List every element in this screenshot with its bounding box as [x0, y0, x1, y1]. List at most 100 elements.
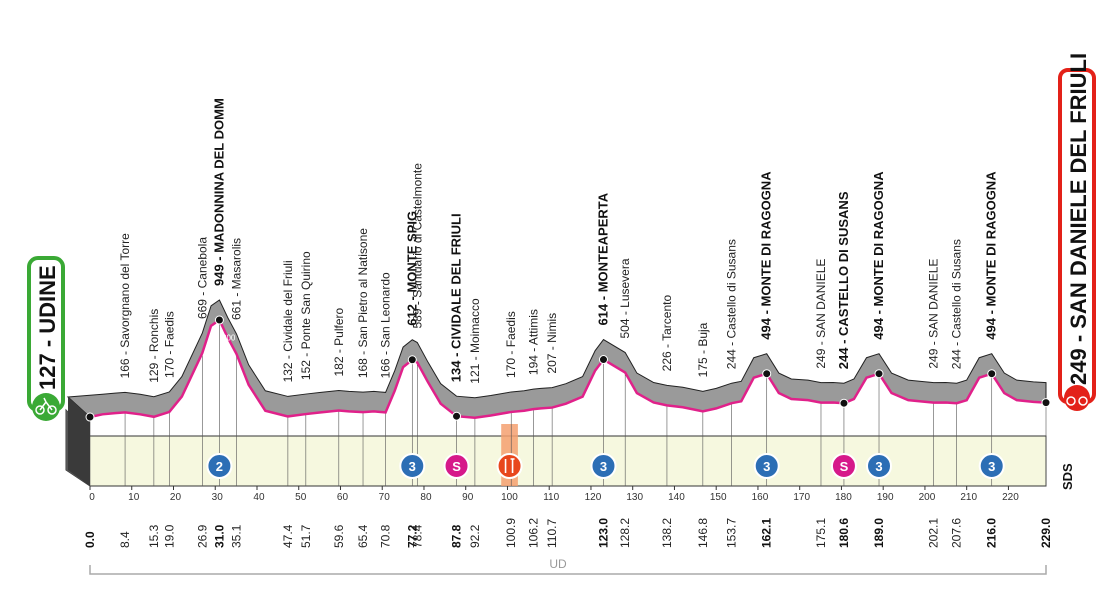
place-label: 244 - Castello di Susans — [950, 239, 964, 369]
kom-badge — [399, 453, 426, 479]
distance-marker: 162.1 — [760, 518, 774, 548]
kom-badge — [978, 453, 1005, 479]
distance-marker: 92.2 — [468, 524, 482, 548]
place-label: 614 - MONTEAPERTA — [595, 192, 610, 325]
km-tick-label: 160 — [752, 492, 769, 503]
distance-marker: 100.9 — [504, 518, 518, 548]
profile-3d-side — [68, 397, 90, 486]
bike-frame-icon — [39, 397, 53, 411]
waypoint-dot — [407, 355, 417, 365]
kom-badge — [590, 453, 617, 479]
place-label: 612 - MONTE SPIG — [404, 211, 419, 326]
altitude-tick-label: 600 — [222, 357, 236, 366]
distance-marker: 35.1 — [230, 524, 244, 548]
altitude-ticks: 800 600 400 200 — [222, 334, 236, 414]
waypoint-dot — [874, 369, 884, 379]
km-tick-label: 40 — [253, 492, 265, 503]
distance-marker: 77.2 — [405, 524, 419, 548]
waypoint-dot — [452, 411, 462, 421]
distance-marker: 207.6 — [950, 518, 964, 548]
sds-logo: SDS — [1060, 463, 1075, 490]
place-label: 661 - Masarolis — [230, 238, 244, 320]
km-tick-label: 140 — [668, 492, 685, 503]
bike-wheel-icon — [35, 405, 45, 415]
kom-category: 3 — [600, 459, 607, 474]
distance-marker: 123.0 — [596, 518, 610, 548]
sprint-label: S — [840, 459, 849, 474]
km-tick-label: 100 — [501, 492, 518, 503]
bike-wheel-icon — [1078, 396, 1088, 406]
distance-marker: 0.0 — [83, 531, 97, 548]
kom-category: 3 — [409, 459, 416, 474]
kom-badge — [753, 453, 780, 479]
place-label: 170 - Faedis — [162, 311, 176, 378]
place-label: 129 - Ronchis — [147, 309, 161, 383]
km-tick-label: 130 — [626, 492, 643, 503]
place-label: 494 - MONTE DI RAGOGNA — [759, 171, 774, 340]
place-label: 170 - Faedis — [504, 311, 518, 378]
km-tick-label: 20 — [170, 492, 182, 503]
kom-category: 3 — [988, 459, 995, 474]
distance-marker: 216.0 — [985, 518, 999, 548]
km-tick-label: 190 — [877, 492, 894, 503]
place-label: 134 - CIVIDALE DEL FRIULI — [449, 213, 464, 382]
bike-wheel-icon — [1066, 396, 1076, 406]
altitude-tick-label: 200 — [222, 404, 236, 413]
km-tick-label: 0 — [89, 492, 95, 503]
distance-marker: 8.4 — [118, 531, 132, 548]
distance-marker: 110.7 — [545, 519, 559, 548]
sprint-label: S — [452, 459, 461, 474]
distance-marker: 189.0 — [872, 518, 886, 548]
start-bike-icon — [32, 393, 60, 421]
kom-category: 3 — [763, 459, 770, 474]
kom-category: 2 — [216, 459, 223, 474]
place-label: 166 - Savorgnano del Torre — [118, 233, 132, 379]
distance-marker: 26.9 — [195, 524, 209, 548]
place-label: 504 - Lusevera — [618, 258, 632, 338]
region-label: UD — [549, 557, 567, 571]
km-tick-label: 180 — [835, 492, 852, 503]
place-label: 249 - SAN DANIELE — [814, 259, 828, 369]
place-label: 494 - MONTE DI RAGOGNA — [984, 171, 999, 340]
place-label: 226 - Tarcento — [660, 295, 674, 372]
place-label: 244 - Castello di Susans — [725, 239, 739, 369]
waypoint-dot — [214, 315, 224, 325]
place-label: 182 - Pulfero — [332, 307, 346, 376]
waypoint-dot — [839, 398, 849, 408]
distance-marker: 138.2 — [660, 518, 674, 548]
distance-marker: 106.2 — [526, 518, 540, 548]
place-label: 494 - MONTE DI RAGOGNA — [871, 171, 886, 340]
distance-marker: 15.3 — [147, 524, 161, 548]
km-tick-label: 150 — [710, 492, 727, 503]
badges: 2 3 3 3 3 3 S S — [206, 453, 1005, 479]
place-label: 152 - Ponte San Quirino — [299, 251, 313, 380]
km-tick-label: 80 — [420, 492, 432, 503]
km-tick-label: 30 — [212, 492, 224, 503]
distance-marker: 31.0 — [212, 524, 226, 548]
altitude-tick-label: 400 — [222, 381, 236, 390]
start-label: 127 - UDINE — [35, 265, 60, 390]
place-label: 207 - Nimis — [545, 313, 559, 374]
distance-marker: 19.0 — [162, 524, 176, 548]
place-labels: 166 - Savorgnano del Torre 129 - Ronchis 1… — [118, 98, 999, 384]
sprint-badge — [443, 453, 470, 479]
finish-label: 249 - SAN DANIELE DEL FRIULI — [1066, 53, 1091, 385]
distance-markers: 0.0 8.4 15.3 19.0 26.9 31.0 35.1 47.4 51.7 59.6 65… — [83, 518, 1053, 548]
place-label: 194 - Attimis — [526, 309, 540, 375]
km-tick-label: 70 — [379, 492, 391, 503]
route-path — [89, 318, 1047, 419]
distance-marker: 146.8 — [696, 518, 710, 548]
distance-marker: 51.7 — [299, 524, 313, 548]
km-tick-label: 90 — [462, 492, 474, 503]
feed-zone-icon — [496, 453, 523, 479]
place-label: 132 - Cividale del Friuli — [281, 260, 295, 382]
waypoint-dot — [987, 369, 997, 379]
km-tick-label: 50 — [295, 492, 307, 503]
place-label: 949 - MADONNINA DEL DOMM — [211, 98, 226, 286]
distance-marker: 47.4 — [281, 524, 295, 548]
kom-category: 3 — [875, 459, 882, 474]
distance-marker: 65.4 — [356, 524, 370, 548]
distance-marker: 78.4 — [410, 524, 424, 548]
sprint-badge — [830, 453, 857, 479]
